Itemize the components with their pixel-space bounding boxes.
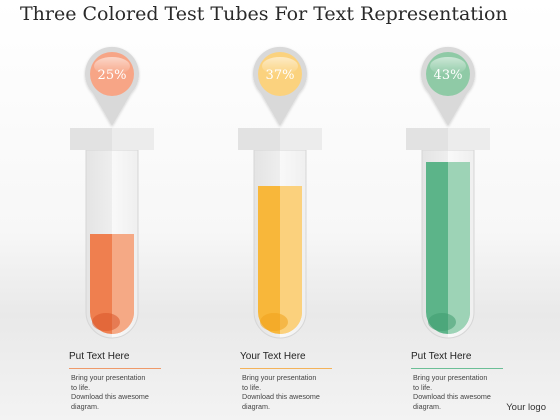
caption-body-line: Bring your presentation [413, 373, 488, 382]
caption-body-line: Download this awesome [71, 392, 149, 401]
tube-liquid-highlight [280, 186, 302, 334]
caption-body-line: Bring your presentation [71, 373, 146, 382]
caption-body-line: Download this awesome [413, 392, 491, 401]
percent-pin: 37% [253, 46, 308, 126]
page-title: Three Colored Test Tubes For Text Repres… [20, 3, 508, 25]
tube-liquid-highlight [448, 162, 470, 334]
caption-body-line: to life. [71, 382, 91, 392]
test-tube-1: 25% [70, 46, 154, 339]
caption-body-line: to life. [413, 382, 433, 392]
percent-pin: 43% [421, 46, 476, 126]
caption-body-line: diagram. [71, 401, 99, 411]
percent-label: 37% [266, 68, 295, 83]
tube-liquid-shade [428, 313, 456, 331]
percent-label: 25% [98, 68, 127, 83]
caption-body-line: Download this awesome [242, 392, 320, 401]
caption-heading: Put Text Here [411, 351, 472, 362]
caption-heading: Your Text Here [240, 351, 306, 362]
pin-shine [430, 57, 466, 75]
tube-liquid-shade [260, 313, 288, 331]
test-tube-3: 43% [406, 46, 490, 339]
test-tube-2: 37% [238, 46, 322, 339]
percent-label: 43% [434, 68, 463, 83]
tube-rim-highlight [280, 128, 322, 150]
caption-body: Bring your presentation to life. Downloa… [413, 373, 491, 411]
caption-body-line: to life. [242, 382, 262, 392]
caption-divider [69, 368, 161, 369]
percent-pin: 25% [84, 46, 139, 126]
caption-divider [411, 368, 503, 369]
logo-placeholder: Your logo [506, 402, 546, 413]
caption-body: Bring your presentation to life. Downloa… [242, 373, 320, 411]
pin-shine [94, 57, 130, 75]
tube-liquid-highlight [112, 234, 134, 334]
caption-body-line: Bring your presentation [242, 373, 317, 382]
pin-shine [262, 57, 298, 75]
caption-body-line: diagram. [242, 401, 270, 411]
tube-rim-highlight [112, 128, 154, 150]
caption-body: Bring your presentation to life. Downloa… [71, 373, 149, 411]
caption-body-line: diagram. [413, 401, 441, 411]
tube-liquid-shade [92, 313, 120, 331]
tube-rim-highlight [448, 128, 490, 150]
caption-divider [240, 368, 332, 369]
caption-heading: Put Text Here [69, 351, 130, 362]
